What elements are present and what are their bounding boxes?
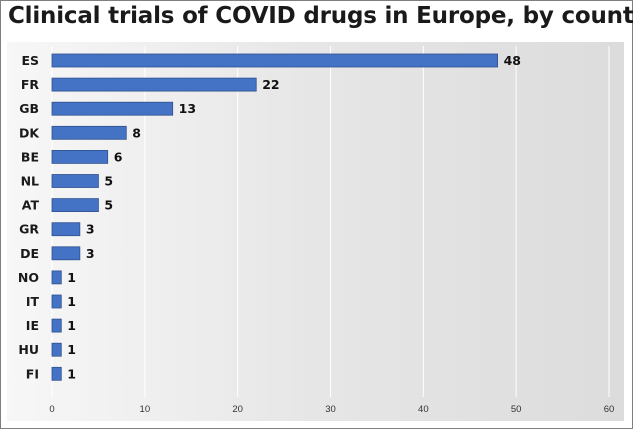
data-label: 5 [104, 198, 113, 213]
x-tick-label: 0 [49, 404, 54, 415]
x-tick-label: 10 [140, 404, 151, 415]
data-label: 1 [67, 366, 76, 381]
chart-title: Clinical trials of COVID drugs in Europe… [8, 3, 633, 29]
plot-area [7, 42, 624, 421]
category-label: BE [21, 149, 39, 164]
category-label: IE [26, 318, 39, 333]
x-tick-label: 50 [511, 404, 522, 415]
data-label: 48 [504, 53, 521, 68]
bar-hu [51, 342, 62, 357]
category-label: AT [22, 198, 40, 213]
data-label: 1 [67, 342, 76, 357]
bar-be [51, 149, 109, 164]
x-tick-label: 20 [232, 404, 243, 415]
data-label: 3 [86, 246, 95, 261]
data-label: 8 [132, 125, 141, 140]
bar-fi [51, 366, 62, 381]
category-label: IT [26, 294, 40, 309]
bar-dk [51, 125, 127, 140]
bar-fr [51, 77, 257, 92]
x-tick-label: 60 [604, 404, 615, 415]
bar-at [51, 198, 99, 213]
bar-gr [51, 222, 81, 237]
category-label: FR [21, 77, 40, 92]
category-label: NL [21, 174, 39, 189]
data-label: 13 [179, 101, 196, 116]
bar-de [51, 246, 81, 261]
data-label: 6 [114, 149, 123, 164]
data-label: 5 [104, 174, 113, 189]
category-label: GB [19, 101, 39, 116]
bar-nl [51, 174, 99, 188]
data-label: 22 [262, 77, 279, 92]
data-label: 1 [67, 294, 76, 309]
category-label: HU [18, 342, 39, 357]
x-tick-label: 30 [325, 404, 336, 415]
category-label: DK [19, 125, 40, 140]
category-label: FI [26, 366, 39, 381]
category-label: GR [19, 222, 39, 237]
x-tick-label: 40 [418, 404, 429, 415]
data-label: 1 [67, 270, 76, 285]
bar-gb [51, 101, 174, 116]
category-label: NO [18, 270, 39, 285]
data-label: 1 [67, 318, 76, 333]
bar-no [51, 270, 62, 285]
bar-ie [51, 318, 62, 333]
data-label: 3 [86, 222, 95, 237]
bar-it [51, 294, 62, 309]
bar-es [51, 53, 499, 68]
category-label: ES [21, 53, 39, 68]
category-label: DE [20, 246, 39, 261]
